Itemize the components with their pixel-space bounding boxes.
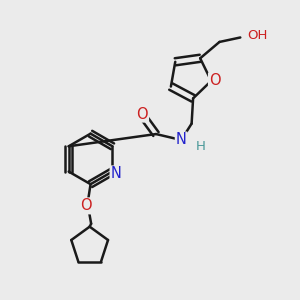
Text: O: O	[136, 106, 148, 122]
Text: N: N	[111, 167, 122, 182]
Text: O: O	[209, 74, 220, 88]
Text: OH: OH	[248, 29, 268, 43]
Text: N: N	[176, 133, 187, 148]
Text: O: O	[80, 198, 92, 213]
Text: H: H	[196, 140, 206, 153]
